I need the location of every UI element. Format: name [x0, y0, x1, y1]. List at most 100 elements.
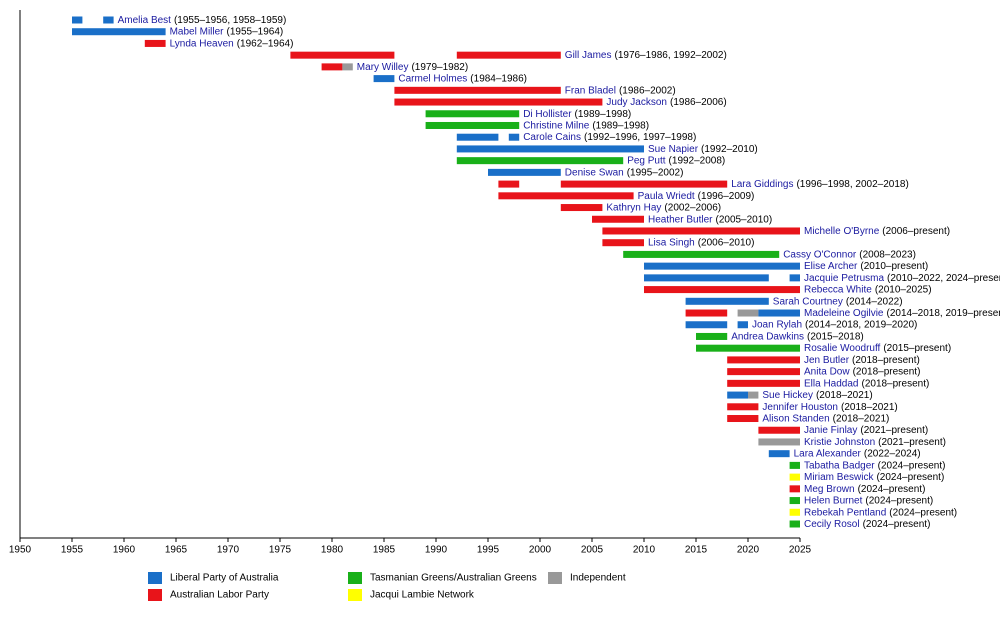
tenure-bar: [789, 520, 800, 528]
x-tick-label: 2005: [581, 545, 604, 556]
legend-swatch: [348, 572, 362, 584]
tenure-bar: [644, 274, 769, 282]
member-years: (2021–present): [860, 425, 928, 436]
tenure-bar: [488, 168, 561, 176]
member-name: Fran Bladel: [565, 85, 616, 96]
member-years: (2002–2006): [664, 202, 721, 213]
member-label: Kristie Johnston (2021–present): [804, 437, 946, 448]
member-name: Di Hollister: [523, 108, 572, 119]
tenure-bar: [727, 415, 759, 423]
member-years: (2024–present): [865, 495, 933, 506]
member-label: Peg Putt (1992–2008): [627, 155, 725, 166]
member-label: Di Hollister (1989–1998): [523, 108, 631, 119]
member-years: (2005–2010): [715, 214, 772, 225]
tenure-bar: [644, 262, 800, 270]
tenure-bar: [342, 63, 353, 71]
member-label: Jacquie Petrusma (2010–2022, 2024–present…: [804, 273, 1000, 284]
member-name: Rebekah Pentland: [804, 507, 886, 518]
member-label: Madeleine Ogilvie (2014–2018, 2019–presen…: [804, 308, 1000, 319]
legend-swatch: [548, 572, 562, 584]
member-years: (2014–2022): [846, 296, 903, 307]
member-name: Michelle O'Byrne: [804, 226, 880, 237]
member-label: Mabel Miller (1955–1964): [170, 26, 284, 37]
x-tick-label: 1995: [477, 545, 500, 556]
tenure-bar: [748, 391, 759, 399]
member-name: Peg Putt: [627, 155, 666, 166]
member-name: Meg Brown: [804, 483, 855, 494]
tenure-bar: [623, 250, 780, 258]
member-label: Alison Standen (2018–2021): [762, 413, 889, 424]
tenure-bar: [602, 239, 644, 247]
tenure-bar: [789, 497, 800, 505]
tenure-bar: [498, 180, 520, 188]
member-label: Helen Burnet (2024–present): [804, 495, 933, 506]
legend-swatch: [148, 589, 162, 601]
member-years: (1989–1998): [592, 120, 649, 131]
member-years: (2018–2021): [816, 390, 873, 401]
member-label: Rebecca White (2010–2025): [804, 284, 932, 295]
legend-label: Australian Labor Party: [170, 590, 269, 601]
x-tick-label: 1990: [425, 545, 448, 556]
tenure-bar: [394, 86, 561, 94]
tenure-bar: [508, 133, 520, 141]
tenure-bar: [789, 508, 800, 516]
member-name: Anita Dow: [804, 366, 850, 377]
tenure-bar: [602, 227, 800, 235]
member-label: Carole Cains (1992–1996, 1997–1998): [523, 132, 696, 143]
member-years: (1955–1964): [227, 26, 284, 37]
member-years: (2014–2018, 2019–2020): [805, 319, 917, 330]
tenure-bar: [425, 110, 520, 118]
tenure-bar: [727, 391, 748, 399]
tenure-bar: [685, 309, 728, 317]
member-name: Helen Burnet: [804, 495, 863, 506]
member-name: Mary Willey: [357, 62, 409, 73]
member-years: (1996–2009): [698, 190, 755, 201]
member-years: (2010–present): [860, 261, 928, 272]
member-name: Amelia Best: [118, 15, 172, 26]
tenure-bar: [592, 215, 644, 223]
member-label: Michelle O'Byrne (2006–present): [804, 226, 950, 237]
tenure-bar: [789, 485, 800, 493]
member-name: Rebecca White: [804, 284, 872, 295]
member-name: Mabel Miller: [170, 26, 225, 37]
member-name: Jennifer Houston: [762, 401, 838, 412]
legend-label: Liberal Party of Australia: [170, 573, 279, 584]
x-tick-label: 2020: [737, 545, 760, 556]
tenure-bar: [727, 403, 759, 411]
member-years: (1996–1998, 2002–2018): [796, 179, 908, 190]
member-name: Lynda Heaven: [170, 38, 234, 49]
member-name: Lisa Singh: [648, 237, 695, 248]
x-tick-label: 1950: [9, 545, 32, 556]
member-name: Cassy O'Connor: [783, 249, 857, 260]
member-years: (2018–2021): [833, 413, 890, 424]
member-label: Elise Archer (2010–present): [804, 261, 928, 272]
member-name: Cecily Rosol: [804, 519, 860, 530]
member-name: Madeleine Ogilvie: [804, 308, 884, 319]
member-label: Lynda Heaven (1962–1964): [170, 38, 294, 49]
member-years: (2006–2010): [698, 237, 755, 248]
tenure-bar: [737, 321, 748, 329]
member-name: Kristie Johnston: [804, 437, 875, 448]
x-tick-label: 1970: [217, 545, 240, 556]
tenure-bar: [456, 133, 499, 141]
member-name: Denise Swan: [565, 167, 624, 178]
tenure-bar: [789, 473, 800, 481]
member-years: (1992–2008): [669, 155, 726, 166]
member-name: Jacquie Petrusma: [804, 273, 884, 284]
member-name: Christine Milne: [523, 120, 590, 131]
member-label: Cecily Rosol (2024–present): [804, 519, 930, 530]
member-name: Sarah Courtney: [773, 296, 843, 307]
tenure-bar: [290, 51, 395, 59]
tenure-bar: [72, 16, 83, 24]
member-name: Sue Napier: [648, 144, 699, 155]
tenure-bar: [758, 438, 800, 446]
tenure-bar: [103, 16, 114, 24]
member-name: Carole Cains: [523, 132, 581, 143]
tenure-bar: [560, 204, 603, 212]
member-name: Lara Giddings: [731, 179, 793, 190]
member-label: Cassy O'Connor (2008–2023): [783, 249, 916, 260]
x-tick-label: 2010: [633, 545, 656, 556]
legend-label: Jacqui Lambie Network: [370, 590, 475, 601]
member-label: Tabatha Badger (2024–present): [804, 460, 945, 471]
